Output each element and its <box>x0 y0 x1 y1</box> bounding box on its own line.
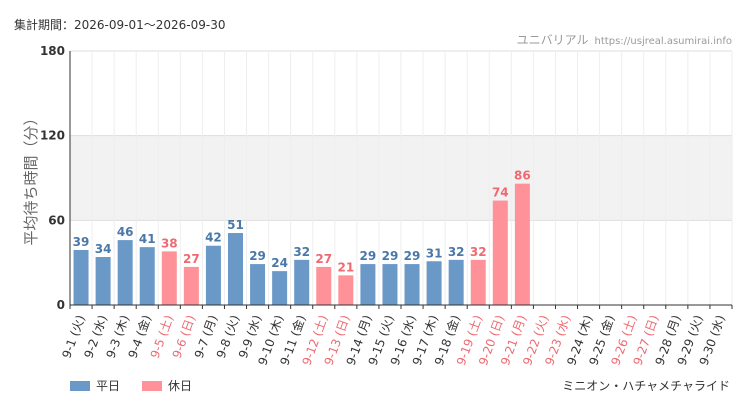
bar-value-11: 32 <box>293 245 310 259</box>
bar-15 <box>382 264 398 305</box>
y-tick-120: 120 <box>40 129 65 143</box>
bar-2 <box>95 257 111 305</box>
legend-label-weekday: 平日 <box>96 379 121 393</box>
bar-value-17: 31 <box>426 246 443 260</box>
bar-value-7: 42 <box>205 231 222 245</box>
bar-19 <box>470 259 486 305</box>
bar-value-18: 32 <box>448 245 465 259</box>
bar-value-16: 29 <box>404 249 421 263</box>
bar-21 <box>514 183 530 305</box>
brand-label: ユニバリアル https://usjreal.asumirai.info <box>517 31 732 48</box>
bar-value-10: 24 <box>271 256 288 270</box>
bar-20 <box>492 200 508 305</box>
bar-9 <box>250 264 266 305</box>
bar-value-8: 51 <box>227 218 244 232</box>
attraction-name: ミニオン・ハチャメチャライド <box>562 379 730 393</box>
bar-13 <box>338 275 354 305</box>
legend-swatch-holiday <box>142 380 163 391</box>
bar-value-19: 32 <box>470 245 487 259</box>
bar-value-13: 21 <box>337 260 354 274</box>
bar-value-6: 27 <box>183 252 200 266</box>
brand-name: ユニバリアル <box>516 33 589 47</box>
bar-1 <box>73 249 89 305</box>
bar-value-1: 39 <box>73 235 90 249</box>
bar-14 <box>360 264 376 305</box>
brand-url: https://usjreal.asumirai.info <box>594 36 732 47</box>
y-axis-label: 平均待ち時間（分） <box>22 110 40 245</box>
bar-value-20: 74 <box>492 186 509 200</box>
bar-6 <box>183 266 199 305</box>
x-tick-labels: 9-1 (火)9-2 (水)9-3 (木)9-4 (金)9-5 (土)9-6 (… <box>59 313 727 367</box>
y-tick-60: 60 <box>48 213 65 227</box>
bar-8 <box>228 233 243 305</box>
bar-value-14: 29 <box>360 249 377 263</box>
bar-value-12: 27 <box>315 252 332 266</box>
bar-labels: 39 34 46 41 38 27 42 51 29 24 32 27 21 29 29 29 31 32 32 74… <box>73 169 531 275</box>
y-tick-180: 180 <box>40 44 65 58</box>
bar-7 <box>205 245 221 305</box>
bar-5 <box>161 251 177 305</box>
bars <box>73 183 530 305</box>
legend-item-weekday: 平日 <box>70 377 120 394</box>
bar-3 <box>117 240 133 305</box>
bar-value-3: 46 <box>117 225 134 239</box>
y-tick-0: 0 <box>57 298 65 312</box>
grid-lines <box>69 50 733 305</box>
legend-item-holiday: 休日 <box>142 377 192 394</box>
axes <box>69 51 733 309</box>
bar-value-21: 86 <box>514 169 531 183</box>
period-label: 集計期間：2026-09-01～2026-09-30 <box>14 18 226 32</box>
legend-swatch-weekday <box>70 380 90 391</box>
bar-value-5: 38 <box>161 236 178 250</box>
legend-label-holiday: 休日 <box>168 379 193 393</box>
bar-10 <box>272 271 288 305</box>
y-tick-labels: 0 60 120 180 <box>40 44 65 312</box>
bar-12 <box>316 266 332 305</box>
bar-value-2: 34 <box>95 242 112 256</box>
bar-16 <box>404 264 420 305</box>
bar-18 <box>448 259 464 305</box>
bar-4 <box>139 247 155 305</box>
bar-11 <box>294 259 310 305</box>
bar-value-4: 41 <box>139 232 156 246</box>
bar-value-15: 29 <box>382 249 399 263</box>
legend: 平日 休日 <box>70 377 192 394</box>
bar-17 <box>426 261 442 305</box>
bar-value-9: 29 <box>249 249 266 263</box>
